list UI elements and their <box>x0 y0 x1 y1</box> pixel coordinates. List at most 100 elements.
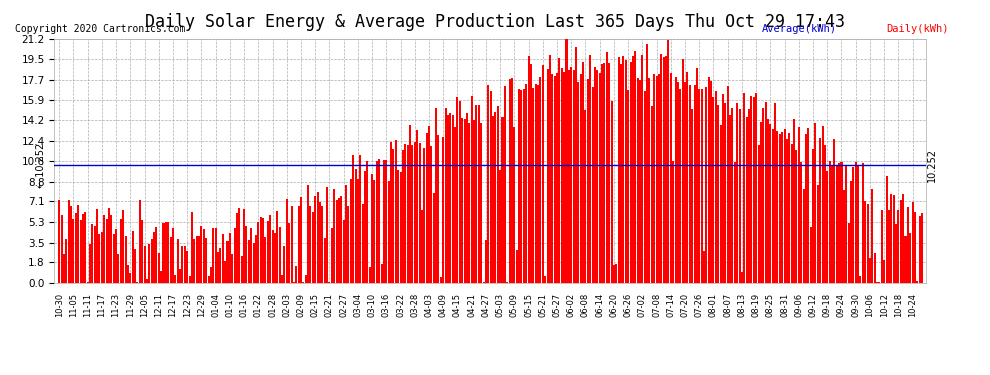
Bar <box>215 228 217 283</box>
Bar <box>354 169 356 283</box>
Bar <box>822 126 824 283</box>
Bar <box>470 96 472 283</box>
Text: ← 10.252: ← 10.252 <box>36 142 46 188</box>
Bar <box>404 144 406 283</box>
Text: 10.252: 10.252 <box>928 148 938 182</box>
Bar <box>94 226 96 283</box>
Bar <box>98 234 101 283</box>
Bar <box>650 105 652 283</box>
Bar <box>108 208 110 283</box>
Bar <box>397 170 399 283</box>
Bar <box>914 212 916 283</box>
Bar <box>665 56 667 283</box>
Bar <box>302 282 304 283</box>
Bar <box>205 238 207 283</box>
Bar <box>371 174 373 283</box>
Bar <box>606 52 608 283</box>
Bar <box>198 236 200 283</box>
Bar <box>383 159 385 283</box>
Bar <box>717 105 719 283</box>
Bar <box>921 213 923 283</box>
Bar <box>485 240 487 283</box>
Bar <box>577 81 579 283</box>
Bar <box>329 282 331 283</box>
Bar <box>438 135 440 283</box>
Bar <box>200 226 202 283</box>
Bar <box>65 239 67 283</box>
Bar <box>234 228 236 283</box>
Bar <box>150 239 152 283</box>
Bar <box>862 163 864 283</box>
Bar <box>431 146 433 283</box>
Bar <box>259 217 261 283</box>
Bar <box>458 101 460 283</box>
Bar <box>331 228 333 283</box>
Bar <box>295 266 297 283</box>
Bar <box>883 260 885 283</box>
Text: Daily(kWh): Daily(kWh) <box>886 24 948 34</box>
Bar <box>445 108 446 283</box>
Bar <box>752 97 754 283</box>
Bar <box>502 117 504 283</box>
Bar <box>288 223 290 283</box>
Bar <box>725 103 727 283</box>
Bar <box>521 90 523 283</box>
Bar <box>715 91 717 283</box>
Bar <box>144 246 146 283</box>
Bar <box>824 145 826 283</box>
Bar <box>743 93 745 283</box>
Bar <box>691 109 693 283</box>
Bar <box>497 106 499 283</box>
Bar <box>525 84 528 283</box>
Bar <box>608 63 610 283</box>
Bar <box>110 215 112 283</box>
Bar <box>514 127 516 283</box>
Bar <box>188 276 191 283</box>
Bar <box>869 258 871 283</box>
Bar <box>878 282 880 283</box>
Bar <box>227 241 229 283</box>
Bar <box>210 267 212 283</box>
Bar <box>349 178 351 283</box>
Bar <box>755 93 757 283</box>
Bar <box>897 210 899 283</box>
Bar <box>366 161 368 283</box>
Bar <box>412 145 414 283</box>
Bar <box>589 55 591 283</box>
Bar <box>232 254 234 283</box>
Bar <box>722 94 724 283</box>
Bar <box>912 202 914 283</box>
Bar <box>769 124 771 283</box>
Bar <box>670 73 672 283</box>
Bar <box>623 56 625 283</box>
Bar <box>615 264 618 283</box>
Bar <box>745 117 747 283</box>
Bar <box>727 86 729 283</box>
Bar <box>157 254 159 283</box>
Bar <box>511 78 513 283</box>
Bar <box>165 222 167 283</box>
Bar <box>533 88 535 283</box>
Bar <box>732 108 734 283</box>
Bar <box>737 103 739 283</box>
Bar <box>416 130 418 283</box>
Bar <box>169 237 171 283</box>
Bar <box>604 63 606 283</box>
Bar <box>67 200 69 283</box>
Bar <box>361 204 363 283</box>
Bar <box>312 212 314 283</box>
Bar <box>556 73 558 283</box>
Bar <box>516 251 518 283</box>
Bar <box>446 114 449 283</box>
Bar <box>456 97 458 283</box>
Bar <box>319 202 321 283</box>
Bar <box>162 224 164 283</box>
Bar <box>667 40 669 283</box>
Bar <box>553 76 555 283</box>
Bar <box>290 206 292 283</box>
Bar <box>698 89 700 283</box>
Bar <box>436 108 438 283</box>
Bar <box>101 232 103 283</box>
Bar <box>419 143 421 283</box>
Bar <box>239 208 241 283</box>
